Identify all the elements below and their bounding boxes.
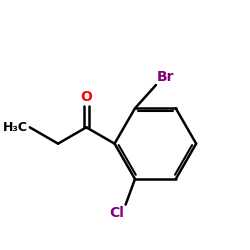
Text: Br: Br xyxy=(157,70,174,84)
Text: Cl: Cl xyxy=(110,206,124,220)
Text: H₃C: H₃C xyxy=(3,121,28,134)
Text: O: O xyxy=(80,90,92,104)
